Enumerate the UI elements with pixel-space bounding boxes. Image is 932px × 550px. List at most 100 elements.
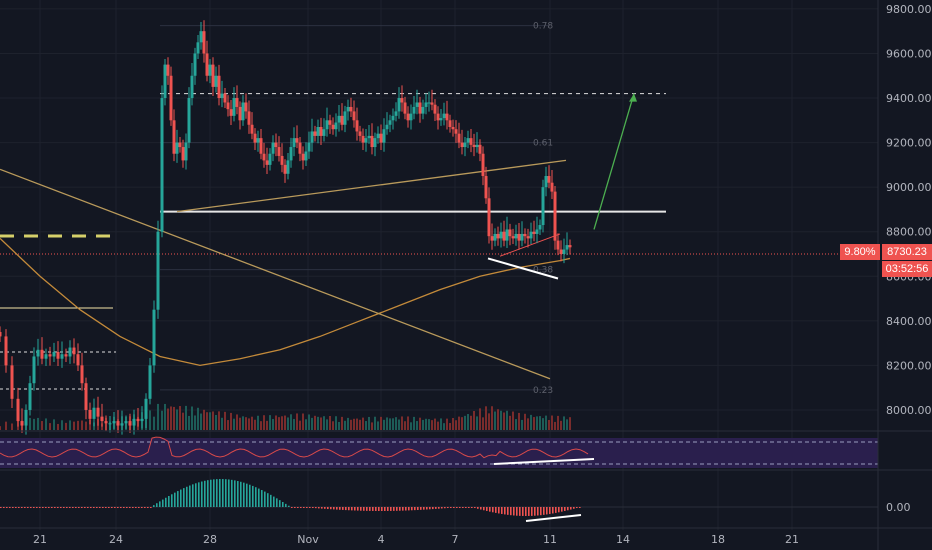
candle-body[interactable] xyxy=(394,111,398,116)
candle-body[interactable] xyxy=(84,383,88,410)
candle-body[interactable] xyxy=(517,233,521,241)
candle-body[interactable] xyxy=(559,249,563,254)
candle-body[interactable] xyxy=(88,409,92,419)
candle-body[interactable] xyxy=(80,365,84,384)
drawing-annotations[interactable] xyxy=(0,93,878,390)
candle-body[interactable] xyxy=(304,151,308,161)
candle-body[interactable] xyxy=(36,349,40,357)
candle-body[interactable] xyxy=(166,64,170,76)
candle-body[interactable] xyxy=(163,64,167,99)
candle-body[interactable] xyxy=(469,138,473,145)
candle-body[interactable] xyxy=(439,118,443,121)
candle-body[interactable] xyxy=(175,142,179,154)
candle-body[interactable] xyxy=(100,416,104,422)
projection-arrow[interactable] xyxy=(593,93,635,230)
candle-body[interactable] xyxy=(244,102,248,112)
candle-body[interactable] xyxy=(156,231,160,310)
candle-body[interactable] xyxy=(433,104,437,114)
ascending-trendline[interactable] xyxy=(176,159,567,213)
candle-body[interactable] xyxy=(478,144,482,154)
candle-body[interactable] xyxy=(223,93,227,103)
candle-body[interactable] xyxy=(496,233,500,239)
candle-body[interactable] xyxy=(424,102,428,107)
candle-body[interactable] xyxy=(292,138,296,148)
candle-body[interactable] xyxy=(448,120,452,127)
candle-body[interactable] xyxy=(346,106,350,112)
candle-body[interactable] xyxy=(181,147,185,161)
candle-body[interactable] xyxy=(256,138,260,143)
candle-body[interactable] xyxy=(343,111,347,125)
candle-body[interactable] xyxy=(391,115,395,121)
candle-body[interactable] xyxy=(140,418,144,422)
candle-body[interactable] xyxy=(52,352,56,357)
candle-body[interactable] xyxy=(295,138,299,143)
candle-body[interactable] xyxy=(64,354,68,357)
candle-body[interactable] xyxy=(184,142,188,161)
candle-body[interactable] xyxy=(562,249,566,254)
candle-body[interactable] xyxy=(238,106,242,121)
candle-body[interactable] xyxy=(550,182,554,192)
candle-body[interactable] xyxy=(76,354,80,366)
candle-body[interactable] xyxy=(148,365,152,399)
candle-body[interactable] xyxy=(190,75,194,99)
candle-body[interactable] xyxy=(262,153,266,161)
candle-body[interactable] xyxy=(307,142,311,152)
candle-body[interactable] xyxy=(152,309,156,366)
candle-body[interactable] xyxy=(298,142,302,154)
candle-body[interactable] xyxy=(280,155,284,165)
candle-body[interactable] xyxy=(481,153,485,177)
candle-body[interactable] xyxy=(220,93,224,99)
candle-body[interactable] xyxy=(96,407,100,417)
candle-body[interactable] xyxy=(487,198,491,237)
candle-body[interactable] xyxy=(235,98,239,107)
candle-body[interactable] xyxy=(214,75,218,87)
candle-body[interactable] xyxy=(502,231,506,241)
candle-body[interactable] xyxy=(196,42,200,54)
candle-body[interactable] xyxy=(328,120,332,125)
candle-body[interactable] xyxy=(493,233,497,241)
candle-body[interactable] xyxy=(373,138,377,148)
candle-body[interactable] xyxy=(289,147,293,161)
candle-body[interactable] xyxy=(132,418,136,426)
candle-body[interactable] xyxy=(505,229,509,241)
arrow-head[interactable] xyxy=(629,93,637,102)
candle-body[interactable] xyxy=(199,31,203,43)
candle-body[interactable] xyxy=(202,31,206,54)
candle-body[interactable] xyxy=(421,106,425,114)
candle-body[interactable] xyxy=(430,102,434,105)
candle-body[interactable] xyxy=(370,135,374,148)
candle-body[interactable] xyxy=(340,115,344,125)
candle-body[interactable] xyxy=(358,131,362,136)
candle-body[interactable] xyxy=(44,354,48,359)
candle-body[interactable] xyxy=(529,231,533,239)
candle-body[interactable] xyxy=(20,421,24,426)
candle-body[interactable] xyxy=(382,129,386,143)
candle-body[interactable] xyxy=(265,160,269,165)
candle-body[interactable] xyxy=(232,98,236,116)
candle-body[interactable] xyxy=(544,176,548,188)
candle-body[interactable] xyxy=(463,142,467,148)
candle-body[interactable] xyxy=(445,113,449,121)
candle-body[interactable] xyxy=(211,64,215,87)
candle-body[interactable] xyxy=(466,138,470,143)
candle-body[interactable] xyxy=(349,106,353,112)
candle-body[interactable] xyxy=(334,122,338,130)
candle-body[interactable] xyxy=(160,98,164,232)
candle-body[interactable] xyxy=(556,240,560,250)
candle-body[interactable] xyxy=(442,113,446,119)
candle-body[interactable] xyxy=(128,421,132,426)
candle-body[interactable] xyxy=(460,142,464,148)
candle-body[interactable] xyxy=(376,133,380,139)
candle-body[interactable] xyxy=(24,409,28,426)
candle-body[interactable] xyxy=(241,102,245,121)
candle-body[interactable] xyxy=(379,133,383,143)
candle-body[interactable] xyxy=(355,120,359,132)
candle-body[interactable] xyxy=(541,187,545,226)
candle-body[interactable] xyxy=(271,142,275,154)
candle-body[interactable] xyxy=(104,421,108,424)
candle-body[interactable] xyxy=(532,231,536,234)
candle-body[interactable] xyxy=(16,398,20,422)
candle-body[interactable] xyxy=(0,331,2,337)
divergence-line[interactable] xyxy=(487,257,559,280)
candle-body[interactable] xyxy=(388,120,392,125)
